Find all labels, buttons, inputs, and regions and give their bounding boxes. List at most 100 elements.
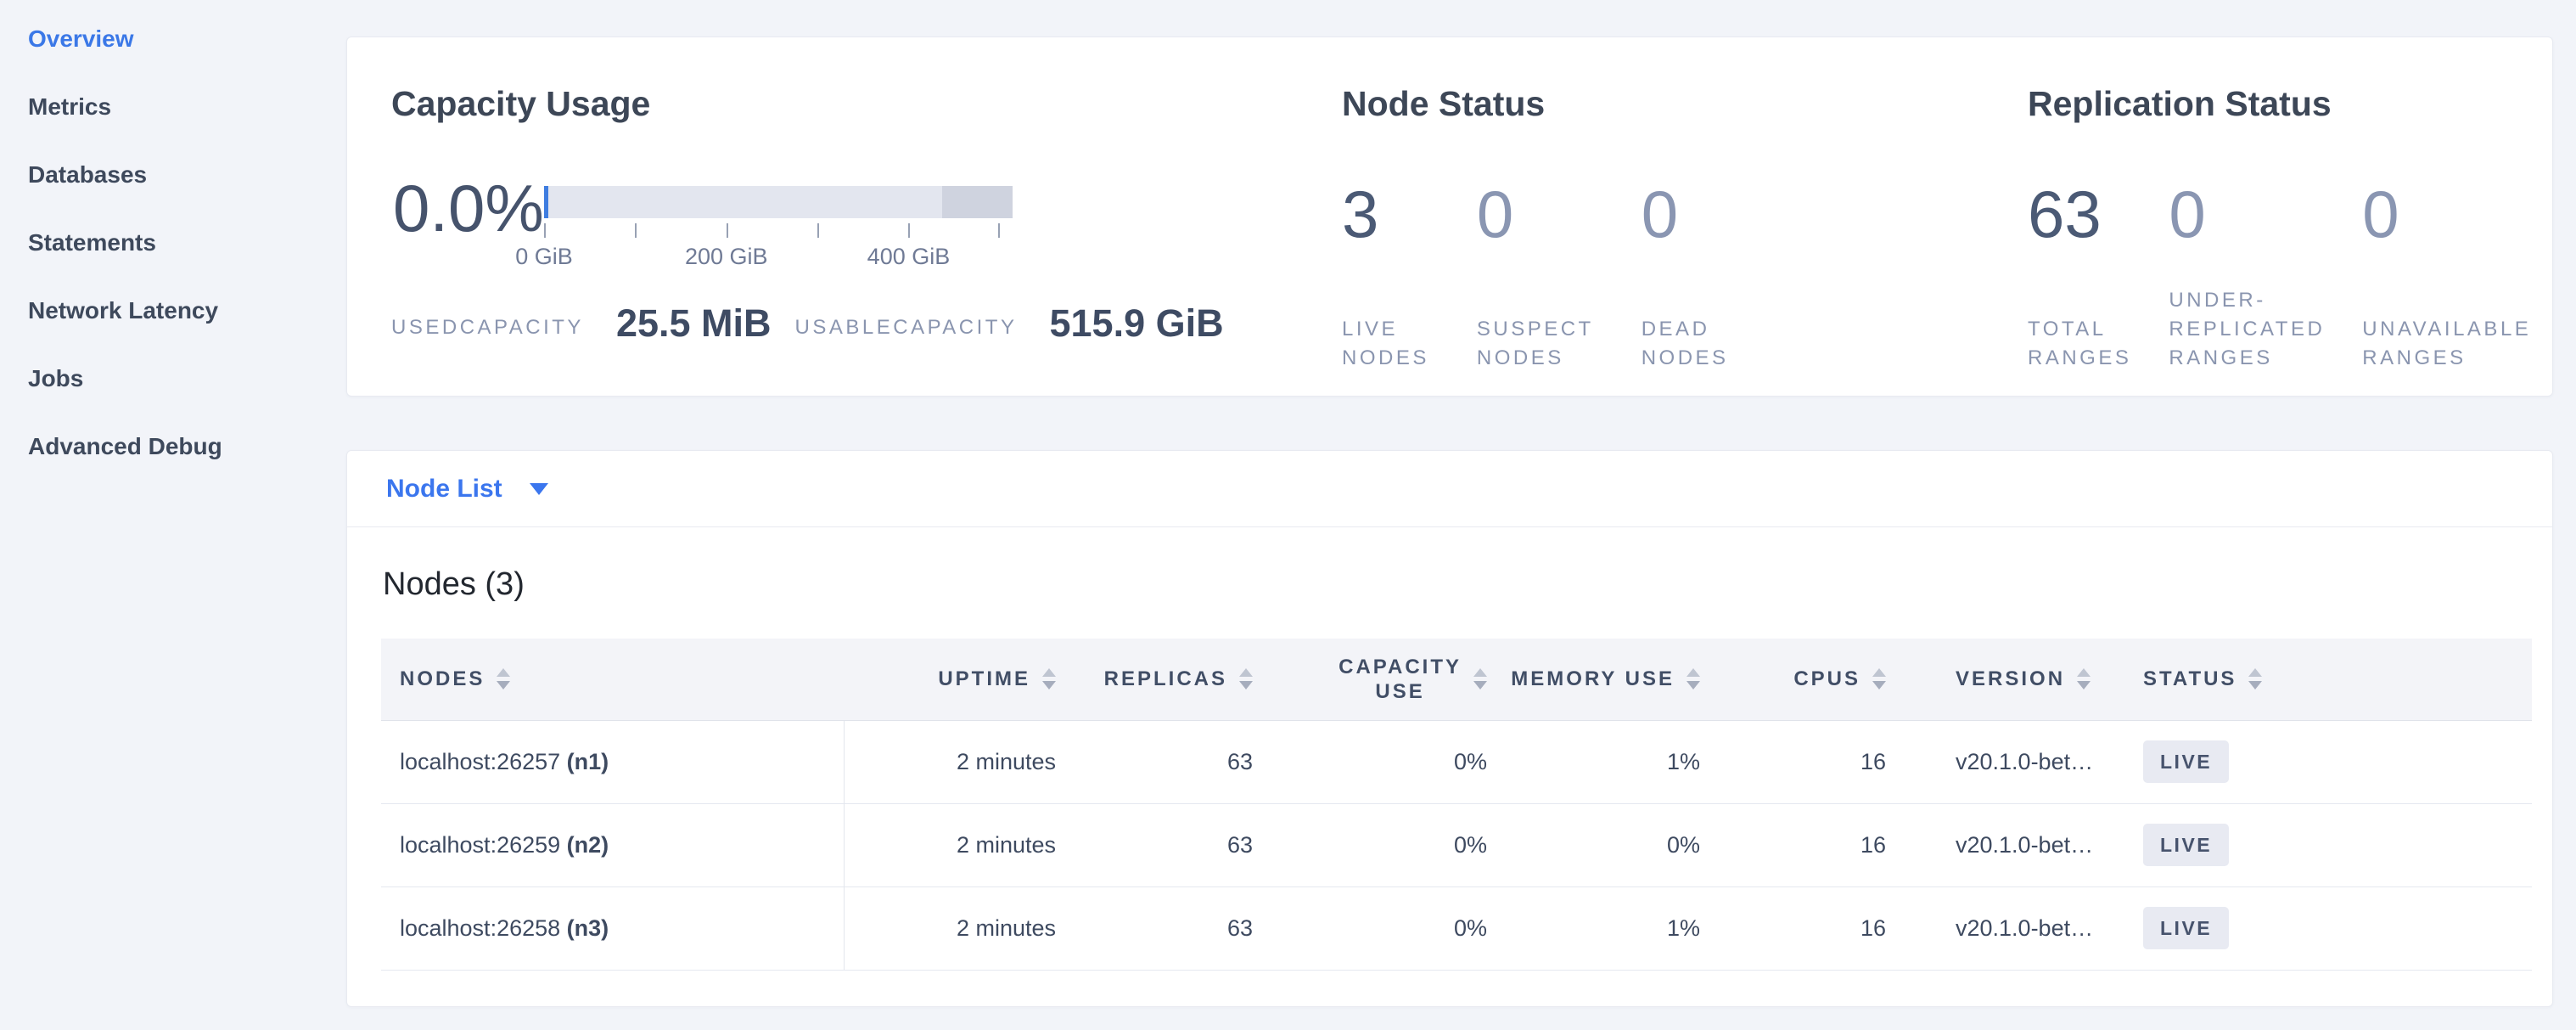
nodes-count-heading: Nodes (3) — [383, 566, 525, 602]
dead-nodes-value: 0 — [1641, 177, 1679, 251]
status-cell: LIVE — [2126, 802, 2532, 886]
cpus-cell: 16 — [1709, 802, 1894, 886]
column-header-uptime[interactable]: UPTIME — [844, 639, 1064, 721]
column-header-version[interactable]: VERSION — [1894, 639, 2126, 721]
sidebar-item-network-latency[interactable]: Network Latency — [28, 297, 219, 324]
usable-capacity-value: 515.9 GiB — [1049, 301, 1224, 345]
capacity-bar — [544, 186, 1013, 218]
sort-arrows-icon — [2077, 668, 2091, 690]
suspect-nodes-value: 0 — [1476, 177, 1514, 251]
capacity-meter: 0 GiB 200 GiB 400 GiB — [515, 186, 1013, 278]
capacity-usage-section: Capacity Usage 0.0% 0 GiB 200 GiB 400 GiB … — [391, 37, 1342, 396]
uptime-cell: 2 minutes — [844, 720, 1064, 803]
nodes-table-wrap: NODES UPTIME REPLICAS CAPACITY USE MEMORY USE… — [381, 639, 2532, 971]
node-list-view-selector[interactable]: Node List — [347, 451, 2552, 527]
column-header-status[interactable]: STATUS — [2126, 639, 2532, 721]
sidebar-item-jobs[interactable]: Jobs — [28, 365, 84, 391]
status-cell: LIVE — [2126, 886, 2532, 971]
column-label: MEMORY USE — [1511, 667, 1675, 691]
sort-arrows-icon — [1473, 668, 1487, 690]
sort-asc-icon — [1042, 668, 1056, 678]
sidebar-item-databases[interactable]: Databases — [28, 161, 148, 188]
node-table-row: localhost:26258 (n3) 2 minutes 63 0% 1% 16 v20… — [381, 886, 2532, 971]
under-replicated-ranges-label: UNDER- REPLICATED RANGES — [2169, 289, 2326, 369]
axis-tick — [817, 223, 819, 238]
live-nodes-label: LIVE NODES — [1342, 318, 1429, 369]
sidebar-item-statements[interactable]: Statements — [28, 229, 156, 256]
dead-nodes-label: DEAD NODES — [1641, 318, 1729, 369]
cluster-summary-card: Capacity Usage 0.0% 0 GiB 200 GiB 400 GiB … — [346, 37, 2553, 397]
sort-desc-icon — [1686, 681, 1700, 690]
capacity-stats-row: USEDCAPACITY 25.5 MiB USABLECAPACITY 515.9 … — [391, 301, 1224, 345]
capacity-bar-other-segment — [942, 186, 1013, 218]
column-label: REPLICAS — [1103, 667, 1227, 691]
node-id: (n2) — [566, 831, 609, 858]
column-header-memory-use[interactable]: MEMORY USE — [1496, 639, 1709, 721]
uptime-cell: 2 minutes — [844, 802, 1064, 886]
sidebar-item-overview[interactable]: Overview — [28, 25, 134, 52]
live-status-badge: LIVE — [2143, 740, 2230, 783]
node-status-title: Node Status — [1342, 84, 1546, 123]
sidebar-item-metrics[interactable]: Metrics — [28, 93, 112, 120]
node-status-stats: 3 LIVE NODES 0 SUSPECT NODES 0 DEAD NODES — [1342, 180, 1729, 373]
column-header-cpus[interactable]: CPUS — [1709, 639, 1894, 721]
sort-asc-icon — [1473, 668, 1487, 678]
node-id: (n3) — [566, 915, 609, 941]
node-table-row: localhost:26259 (n2) 2 minutes 63 0% 0% 16 v20… — [381, 802, 2532, 886]
axis-tick-label: 200 GiB — [684, 244, 768, 269]
total-ranges-label: TOTAL RANGES — [2028, 318, 2132, 369]
capacity-use-cell: 0% — [1261, 720, 1496, 803]
axis-tick-label: 0 GiB — [515, 244, 573, 269]
suspect-nodes-label: SUSPECT NODES — [1476, 318, 1594, 369]
capacity-usage-title: Capacity Usage — [391, 84, 651, 123]
column-header-capacity-use[interactable]: CAPACITY USE — [1261, 639, 1496, 721]
sort-desc-icon — [2248, 681, 2263, 690]
sort-desc-icon — [1239, 681, 1253, 690]
column-label: UPTIME — [938, 667, 1030, 691]
replication-status-stats: 63 TOTAL RANGES 0 UNDER- REPLICATED RANGES 0 UNA… — [2028, 180, 2531, 373]
axis-tick — [908, 223, 911, 238]
sort-asc-icon — [1872, 668, 1886, 678]
node-address-link[interactable]: localhost:26259 (n2) — [400, 831, 609, 858]
sort-desc-icon — [1872, 681, 1886, 690]
axis-tick — [635, 223, 637, 238]
sort-arrows-icon — [1042, 668, 1056, 690]
capacity-used-percent: 0.0% — [393, 171, 544, 245]
live-nodes-value: 3 — [1342, 177, 1379, 251]
capacity-use-cell: 0% — [1261, 802, 1496, 886]
cpus-cell: 16 — [1709, 886, 1894, 971]
capacity-axis: 0 GiB 200 GiB 400 GiB — [515, 218, 1013, 278]
usable-capacity-label: USABLECAPACITY — [794, 316, 1018, 339]
uptime-cell: 2 minutes — [844, 886, 1064, 971]
node-address-link[interactable]: localhost:26258 (n3) — [400, 915, 609, 941]
column-label: VERSION — [1956, 667, 2066, 691]
node-list-selector-label[interactable]: Node List — [386, 474, 502, 503]
sort-desc-icon — [1042, 681, 1056, 690]
sort-desc-icon — [2077, 681, 2091, 690]
suspect-nodes-stat: 0 SUSPECT NODES — [1477, 180, 1594, 373]
sidebar-item-advanced-debug[interactable]: Advanced Debug — [28, 433, 222, 459]
sort-arrows-icon — [1239, 668, 1253, 690]
column-header-replicas[interactable]: REPLICAS — [1064, 639, 1261, 721]
node-status-section: Node Status 3 LIVE NODES 0 SUSPECT NODES 0 DEAD… — [1342, 37, 2021, 396]
axis-tick — [998, 223, 1001, 238]
sort-desc-icon — [497, 681, 511, 690]
used-capacity-value: 25.5 MiB — [615, 301, 772, 345]
memory-use-cell: 0% — [1496, 802, 1709, 886]
sort-asc-icon — [1239, 668, 1253, 678]
capacity-use-cell: 0% — [1261, 886, 1496, 971]
node-cell: localhost:26257 (n1) — [381, 720, 845, 803]
version-cell: v20.1.0-bet… — [1894, 886, 2126, 971]
column-header-nodes[interactable]: NODES — [381, 639, 844, 721]
dead-nodes-stat: 0 DEAD NODES — [1642, 180, 1729, 373]
under-replicated-ranges-stat: 0 UNDER- REPLICATED RANGES — [2169, 180, 2325, 373]
nodes-table: NODES UPTIME REPLICAS CAPACITY USE MEMORY USE… — [381, 639, 2532, 971]
sort-asc-icon — [497, 668, 511, 678]
axis-tick — [544, 223, 546, 238]
live-status-badge: LIVE — [2143, 824, 2230, 866]
memory-use-cell: 1% — [1496, 886, 1709, 971]
node-address-link[interactable]: localhost:26257 (n1) — [400, 748, 609, 774]
unavailable-ranges-value: 0 — [2362, 177, 2399, 251]
total-ranges-stat: 63 TOTAL RANGES — [2028, 180, 2131, 373]
used-capacity-stat: USEDCAPACITY 25.5 MiB — [391, 301, 772, 345]
